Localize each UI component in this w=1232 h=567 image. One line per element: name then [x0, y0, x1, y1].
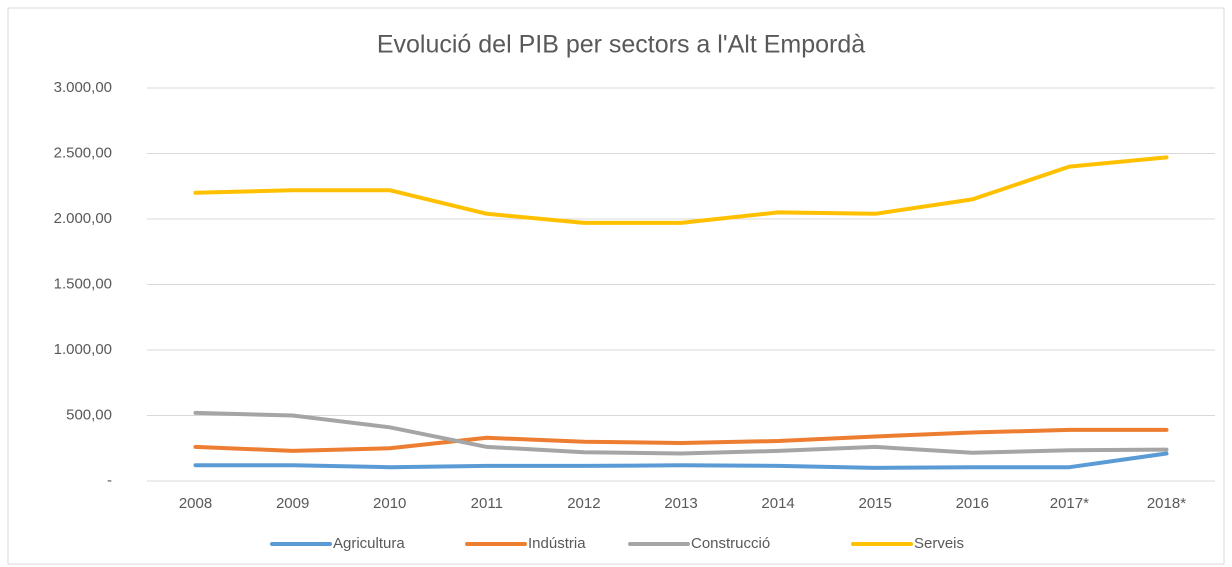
x-tick-label: 2011	[471, 495, 503, 512]
legend-label: Construcció	[691, 535, 770, 552]
y-tick-label: 2.000,00	[54, 210, 112, 227]
x-tick-label: 2008	[179, 495, 212, 512]
x-tick-label: 2010	[373, 495, 406, 512]
x-tick-label: 2016	[956, 495, 989, 512]
series-line	[193, 155, 1169, 225]
y-tick-label: 3.000,00	[54, 79, 112, 96]
y-tick-label: -	[107, 472, 112, 489]
chart-frame	[7, 7, 1225, 565]
y-tick-label: 2.500,00	[54, 144, 112, 161]
x-tick-label: 2017*	[1050, 495, 1089, 512]
chart-title: Evolució del PIB per sectors a l'Alt Emp…	[377, 31, 865, 59]
x-tick-label: 2015	[858, 495, 891, 512]
legend-label: Serveis	[914, 535, 964, 552]
y-tick-label: 1.500,00	[54, 275, 112, 292]
x-tick-label: 2009	[276, 495, 309, 512]
y-tick-label: 500,00	[66, 406, 112, 423]
legend-label: Indústria	[528, 535, 586, 552]
x-tick-label: 2012	[567, 495, 600, 512]
series-line	[193, 451, 1169, 470]
series-line	[193, 427, 1169, 453]
legend-label: Agricultura	[333, 535, 405, 552]
y-tick-label: 1.000,00	[54, 341, 112, 358]
series-line	[193, 410, 1169, 456]
x-tick-label: 2018*	[1147, 495, 1186, 512]
x-tick-label: 2013	[664, 495, 697, 512]
x-tick-label: 2014	[761, 495, 794, 512]
